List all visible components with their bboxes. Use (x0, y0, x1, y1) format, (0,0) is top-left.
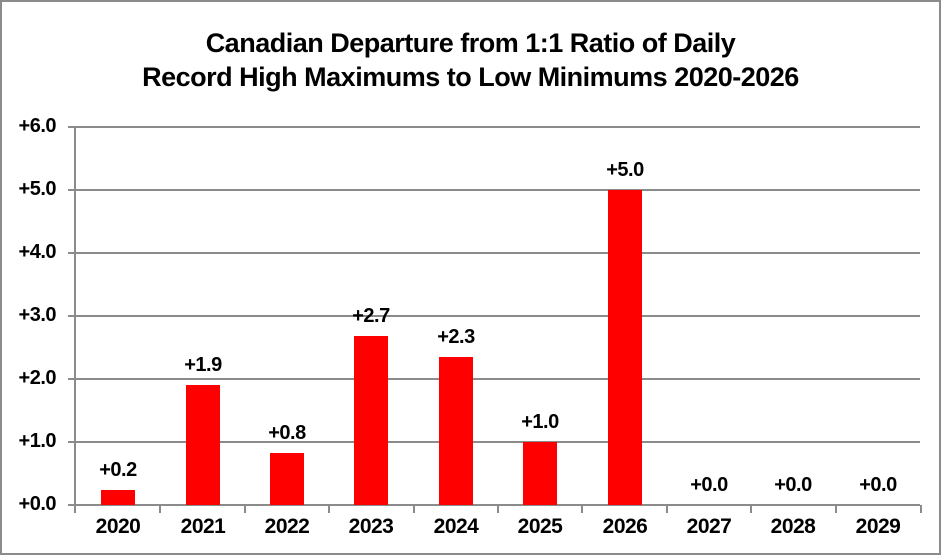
bar (186, 385, 220, 505)
y-axis-tick (68, 315, 76, 317)
y-tick-label: +1.0 (18, 430, 57, 452)
x-axis-tick (920, 505, 922, 513)
chart-title-line1: Canadian Departure from 1:1 Ratio of Dai… (205, 28, 736, 58)
x-axis-tick (835, 505, 837, 513)
bar (270, 453, 304, 505)
bar (608, 190, 642, 505)
y-tick-label: +3.0 (18, 304, 57, 326)
x-axis-label: 2025 (517, 515, 563, 538)
x-axis-tick (666, 505, 668, 513)
y-tick-label: +2.0 (18, 367, 57, 389)
bar-value-label: +0.2 (99, 459, 137, 481)
y-axis-line (74, 127, 76, 505)
bar-value-label: +0.0 (774, 474, 812, 496)
bar (523, 442, 557, 505)
y-tick-label: +6.0 (18, 115, 57, 137)
bar (439, 357, 473, 505)
y-axis-tick (68, 441, 76, 443)
x-axis-label: 2022 (264, 515, 310, 538)
gridline (76, 315, 920, 317)
y-axis-tick (68, 252, 76, 254)
x-axis-tick (159, 505, 161, 513)
gridline (76, 126, 920, 128)
y-tick-label: +4.0 (18, 241, 57, 263)
bar-value-label: +2.3 (437, 326, 475, 348)
bar-value-label: +0.8 (268, 422, 306, 444)
x-axis-label: 2020 (95, 515, 141, 538)
bar (354, 336, 388, 505)
x-axis-label: 2023 (348, 515, 394, 538)
x-axis-label: 2026 (602, 515, 648, 538)
x-axis-tick (413, 505, 415, 513)
y-axis-tick (68, 126, 76, 128)
bar-value-label: +2.7 (352, 305, 390, 327)
y-axis-tick (68, 504, 76, 506)
chart-title: Canadian Departure from 1:1 Ratio of Dai… (2, 26, 939, 94)
x-axis-tick (244, 505, 246, 513)
x-axis-label: 2029 (855, 515, 901, 538)
x-axis-label: 2027 (686, 515, 732, 538)
x-axis-label: 2028 (770, 515, 816, 538)
x-axis-label: 2021 (180, 515, 226, 538)
x-axis-tick (328, 505, 330, 513)
gridline (76, 252, 920, 254)
x-axis-tick (581, 505, 583, 513)
bar-value-label: +1.0 (521, 411, 559, 433)
gridline (76, 441, 920, 443)
x-axis-tick (750, 505, 752, 513)
bar (101, 490, 135, 505)
plot-area: +0.2 +1.9 +0.8 +2.7 +2.3 +1.0 +5.0 +0.0 +0.0 +0.0 (68, 126, 922, 513)
x-axis-tick (497, 505, 499, 513)
gridline (76, 189, 920, 191)
gridline (76, 378, 920, 380)
x-axis-label: 2024 (433, 515, 479, 538)
bar-value-label: +5.0 (606, 159, 644, 181)
y-tick-label: +5.0 (18, 178, 57, 200)
chart-title-line2: Record High Maximums to Low Minimums 202… (142, 62, 799, 92)
y-tick-label: +0.0 (18, 493, 57, 515)
bar-value-label: +0.0 (690, 474, 728, 496)
bar-value-label: +0.0 (859, 474, 897, 496)
x-axis-tick (74, 505, 76, 513)
y-axis-tick (68, 189, 76, 191)
bar-value-label: +1.9 (184, 354, 222, 376)
y-axis-tick (68, 378, 76, 380)
